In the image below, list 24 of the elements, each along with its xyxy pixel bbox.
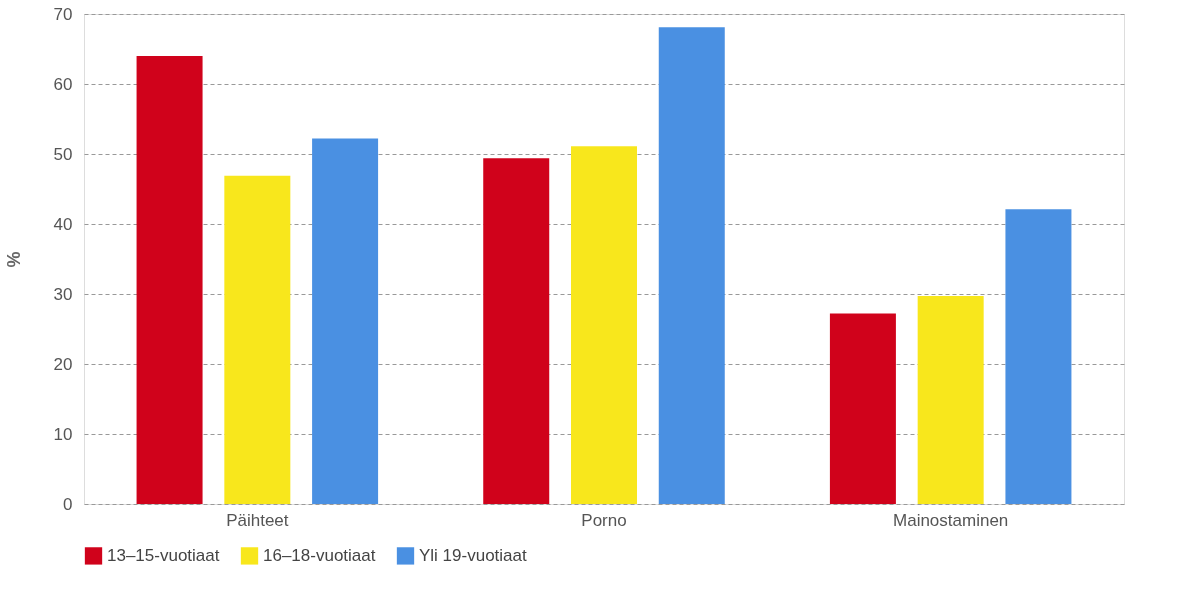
y-tick-label: 0 [63,494,73,514]
x-tick-label: Päihteet [226,510,289,530]
bar [136,56,203,504]
y-axis-title: % [3,251,24,268]
y-tick-label: 60 [53,74,73,94]
y-tick-label: 40 [53,214,73,234]
y-tick-label: 30 [53,284,73,304]
legend-label: 13–15-vuotiaat [107,545,220,565]
bar [571,146,637,504]
bar [483,158,550,504]
bar [829,313,896,504]
bar [224,175,291,504]
bar [312,138,379,504]
legend-label: 16–18-vuotiaat [263,545,376,565]
y-tick-label: 20 [53,354,73,374]
x-tick-label: Porno [581,510,627,530]
bar [1005,209,1072,504]
legend-label: Yli 19-vuotiaat [419,545,527,565]
bar [658,27,725,504]
y-tick-label: 10 [53,424,73,444]
bar [917,296,984,504]
y-tick-label: 50 [53,144,73,164]
y-tick-label: 70 [53,4,73,24]
x-tick-label: Mainostaminen [893,510,1009,530]
